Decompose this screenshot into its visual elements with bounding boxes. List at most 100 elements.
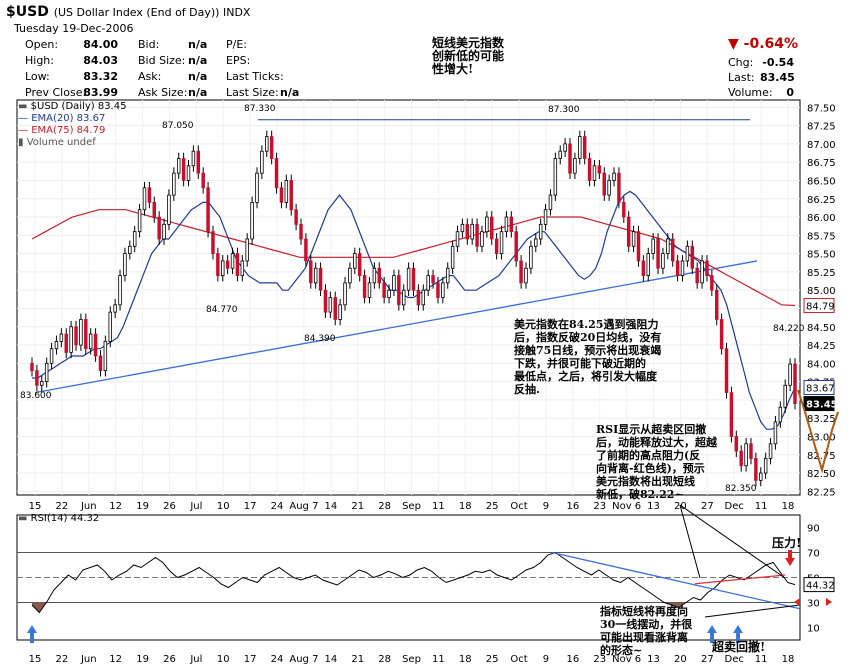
x-tick-label-rsi: Aug 7	[289, 654, 318, 665]
rsi-label: ▬ RSI(14) 44.32	[18, 513, 100, 524]
rsi-note-line: 了前期的高点阻力(反	[596, 449, 701, 462]
x-tick-label: 25	[486, 501, 499, 512]
y-tick-label: 86.25	[807, 195, 836, 206]
candle-body	[377, 267, 381, 284]
x-tick-label: 21	[351, 501, 364, 512]
y-tick-label: 83.25	[807, 414, 836, 425]
candle-body	[44, 362, 49, 383]
y-tick-label: 85.75	[807, 231, 836, 242]
candle-body	[416, 289, 421, 306]
candle-body	[622, 202, 626, 218]
candle-body	[514, 231, 518, 262]
asksize-value: n/a	[188, 86, 208, 99]
top-note-line: 性增大!	[432, 62, 474, 76]
x-tick-label-rsi: Oct	[510, 654, 527, 665]
candle-body	[64, 333, 68, 353]
legend-price-text: $USD (Daily) 83.45	[30, 101, 127, 112]
prevclose-value: 83.99	[83, 86, 118, 99]
chg-value: -0.54	[762, 56, 794, 69]
candle-body	[196, 150, 201, 174]
legend-ema20: — EMA(20) 83.67	[18, 113, 106, 124]
candle-body	[455, 231, 460, 247]
y-tick-label: 84.25	[807, 341, 836, 352]
x-tick-label: 23	[593, 501, 606, 512]
candle-body	[450, 245, 455, 269]
x-tick-label: Aug 7	[289, 501, 318, 512]
candle-body	[504, 216, 509, 233]
candle-body	[201, 172, 205, 189]
candle-body	[573, 158, 577, 174]
rsi-tag-label: 44.32	[806, 581, 835, 592]
high-label: High:	[25, 54, 54, 67]
candle-body	[446, 267, 450, 284]
candle-body	[480, 231, 484, 247]
candle-body	[260, 150, 264, 174]
x-tick-label-rsi: 22	[56, 654, 69, 665]
candle-body	[763, 458, 768, 474]
x-tick-label: Dec	[725, 501, 744, 512]
y-tick-label: 83.00	[807, 432, 836, 443]
candle-body	[592, 165, 597, 181]
candle-body	[113, 304, 117, 313]
y-tick-label: 86.75	[807, 158, 836, 169]
x-tick-label-rsi: 24	[271, 654, 284, 665]
x-tick-label-rsi: 15	[29, 654, 42, 665]
candle-body	[108, 311, 112, 342]
candle-body	[773, 421, 778, 445]
legend-ema75-text: EMA(75) 84.79	[31, 125, 106, 136]
candle-body	[372, 267, 377, 284]
x-tick-label: 11	[432, 501, 445, 512]
candle-body	[128, 245, 132, 255]
candle-body	[534, 238, 538, 247]
candle-body	[475, 223, 479, 247]
mid-note-line: 下跌，并很可能下破近期的	[514, 357, 646, 370]
rsi-bottom-note-line: 指标短线将再度向	[600, 605, 688, 618]
candle-body	[137, 209, 142, 233]
rsi-note-line: 新低，破82.22~	[596, 488, 684, 501]
support-trendline	[34, 260, 758, 394]
candle-body	[401, 289, 406, 306]
x-tick-label: 18	[459, 501, 472, 512]
axis-tag-box	[803, 379, 835, 395]
symbol: $USD	[6, 4, 49, 20]
x-tick-label: Nov 6	[612, 501, 641, 512]
candle-body	[778, 406, 783, 423]
ask-label: Ask:	[138, 70, 162, 83]
candle-body	[485, 216, 489, 233]
candle-body	[392, 275, 396, 291]
rsi-tick-label: 10	[807, 624, 820, 635]
mid-note-line: 接触75日线，预示将出现衰竭	[514, 344, 662, 357]
last-label: Last:	[728, 71, 755, 84]
candle-body	[490, 216, 494, 240]
candle-body	[313, 267, 318, 284]
x-tick-label-rsi: Nov 6	[612, 654, 641, 665]
oversold-note: 超卖回撤!	[712, 640, 766, 654]
volume-value: 0	[786, 86, 794, 99]
candle-body	[597, 165, 602, 174]
x-tick-label: 11	[755, 501, 768, 512]
symbol-title: $USD (US Dollar Index (End of Day)) INDX	[6, 4, 250, 20]
candle-body	[225, 260, 230, 269]
y-tick-label: 86.00	[807, 213, 836, 224]
candle-body	[519, 260, 523, 284]
rsi-tick-label: 90	[807, 524, 820, 535]
x-tick-label-rsi: 26	[163, 654, 176, 665]
rsi-bottom-note-line: 可能出现看涨背离	[600, 631, 688, 644]
legend-ema75: — EMA(75) 84.79	[18, 125, 106, 136]
last-value: 83.45	[760, 71, 795, 84]
candle-body	[431, 275, 435, 284]
candle-body	[289, 180, 293, 211]
candle-body	[353, 253, 357, 269]
candle-body	[553, 158, 558, 196]
ask-value: n/a	[188, 70, 208, 83]
candle-body	[690, 245, 695, 269]
candle-body	[74, 326, 78, 346]
candle-body	[240, 260, 245, 276]
x-tick-label: 10	[217, 501, 230, 512]
x-tick-label: 26	[163, 501, 176, 512]
bid-value: n/a	[188, 38, 208, 51]
candle-body	[98, 355, 103, 372]
candle-body	[651, 238, 655, 255]
x-tick-label: 15	[29, 501, 42, 512]
peak-label: 83.600	[20, 391, 52, 401]
